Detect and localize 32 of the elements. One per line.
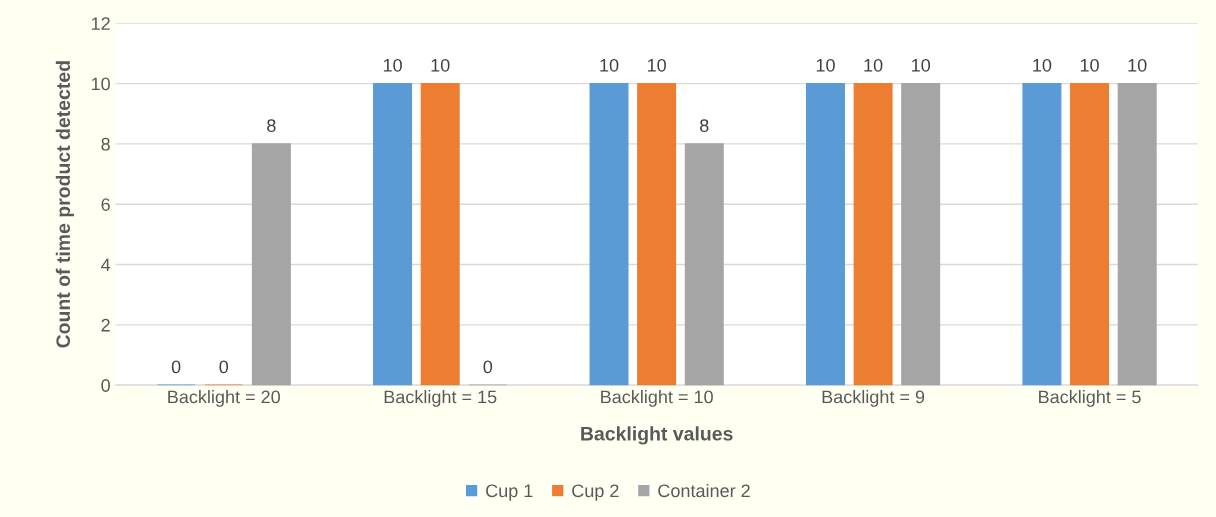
x-axis-title: Backlight values (581, 426, 733, 445)
y-tick-label: 0 (101, 379, 110, 392)
data-label: 0 (483, 360, 493, 374)
y-tick-label: 2 (101, 318, 110, 332)
x-tick-label: Backlight = 10 (601, 390, 713, 407)
y-tick-label: 10 (91, 77, 110, 91)
data-label: 10 (383, 58, 402, 72)
data-label: 10 (816, 58, 835, 72)
x-tick-label: Backlight = 9 (822, 390, 925, 407)
data-label: 10 (600, 58, 619, 72)
y-tick-label: 12 (91, 17, 110, 30)
y-tick-label: 8 (101, 137, 110, 151)
y-axis-title: Count of time product detected (55, 61, 74, 348)
data-label: 8 (700, 119, 709, 132)
y-tick-label: 6 (101, 198, 110, 211)
data-label: 10 (864, 58, 883, 72)
data-label: 10 (912, 58, 931, 72)
y-tick-label: 4 (101, 258, 111, 272)
data-label: 0 (171, 360, 181, 374)
x-tick-label: Backlight = 15 (384, 390, 497, 407)
data-label: 10 (1128, 58, 1147, 72)
x-tick-label: Backlight = 5 (1039, 390, 1141, 407)
data-label: 10 (1080, 58, 1099, 72)
legend-label: Cup 2 (572, 484, 619, 501)
data-label: 10 (647, 58, 666, 72)
data-label: 8 (267, 119, 276, 132)
data-label: 10 (431, 58, 450, 72)
data-label: 0 (219, 360, 229, 374)
legend-label: Container 2 (658, 483, 750, 498)
legend-label: Cup 1 (486, 484, 533, 501)
x-tick-label: Backlight = 20 (168, 390, 280, 407)
data-label: 10 (1033, 58, 1052, 72)
